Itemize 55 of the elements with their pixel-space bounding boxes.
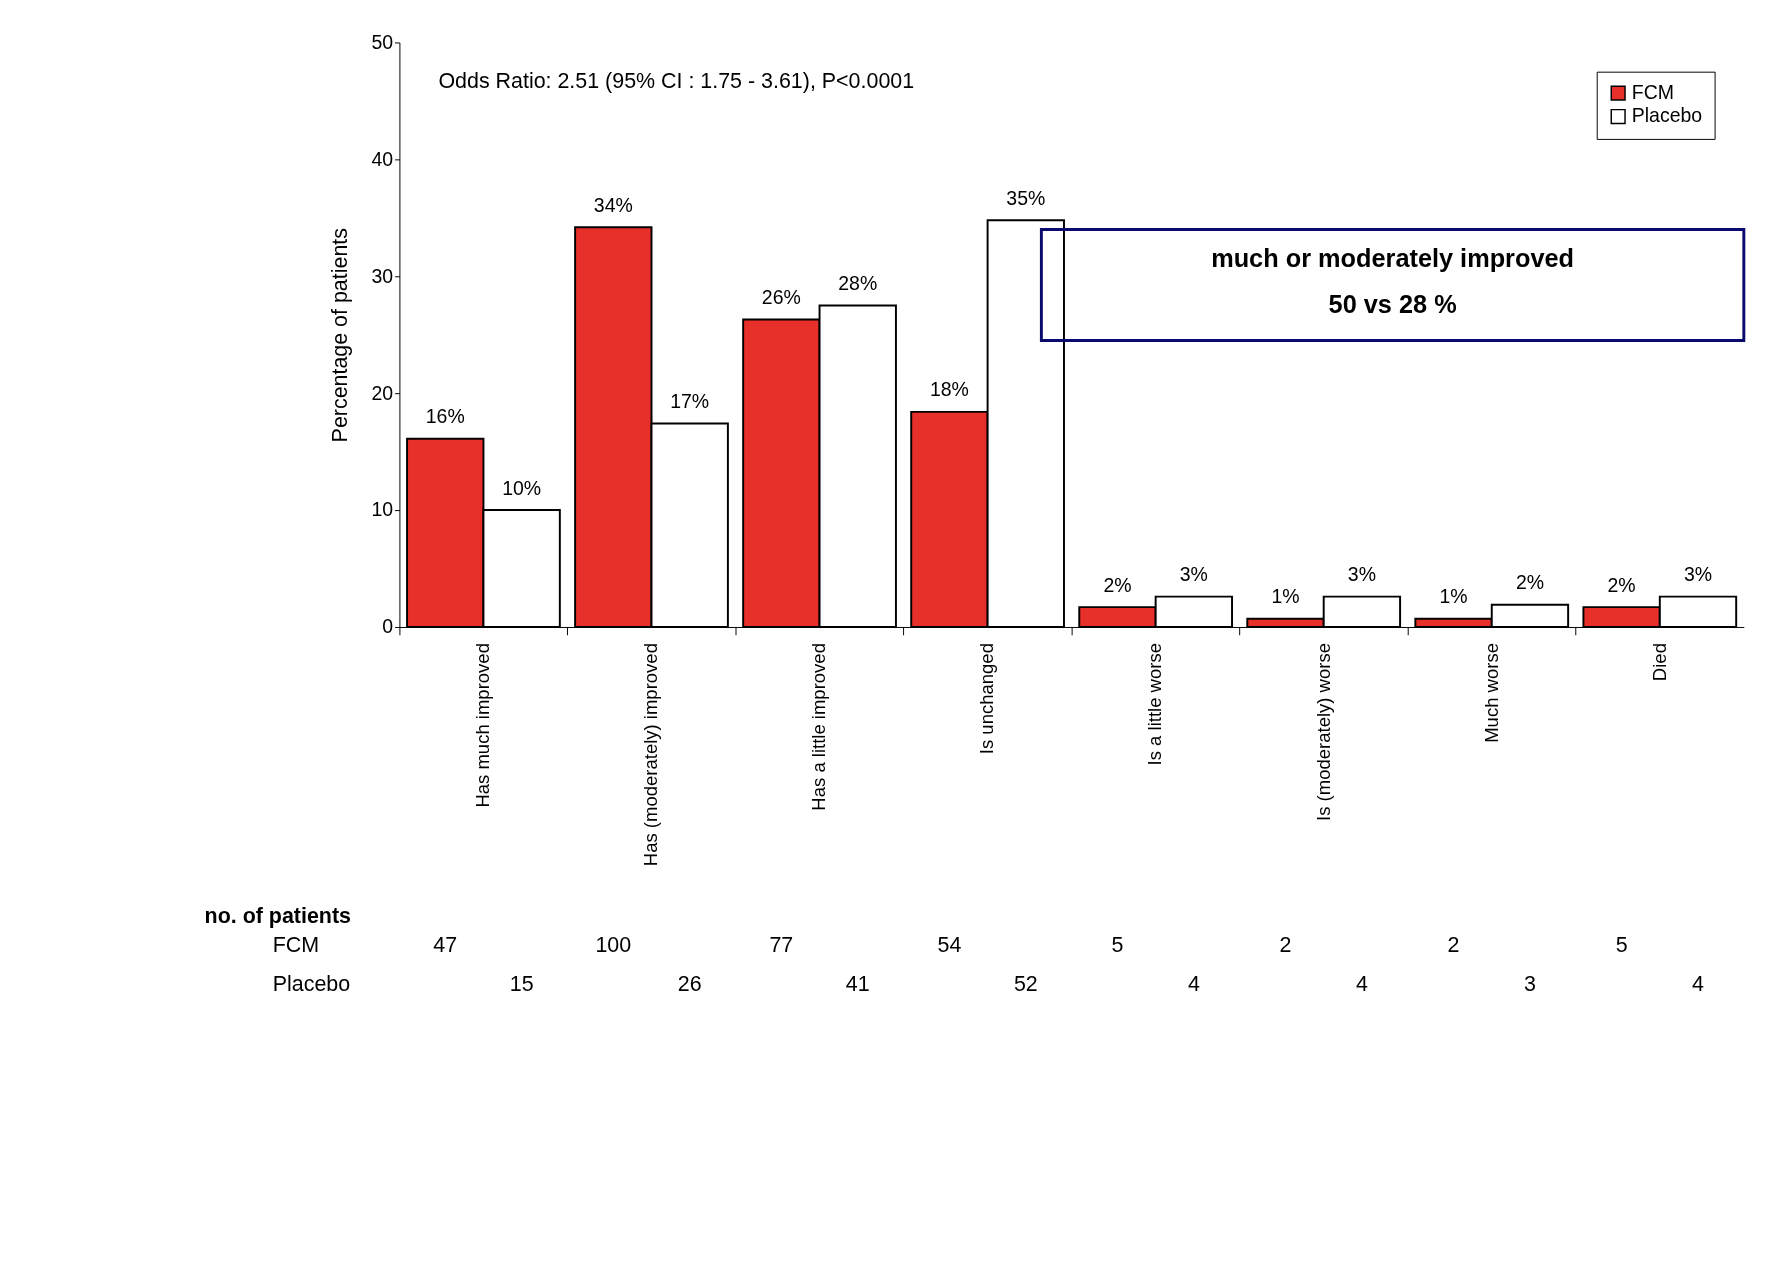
- data-label: 3%: [1347, 563, 1376, 586]
- y-tick-label: 40: [371, 147, 394, 170]
- text: 2: [1447, 933, 1460, 958]
- text: 5: [1615, 933, 1628, 958]
- x-tick-label: Has much improved: [472, 643, 494, 808]
- data-label: 2%: [1607, 573, 1636, 596]
- data-label: 16%: [425, 405, 465, 428]
- data-label: 1%: [1439, 585, 1468, 608]
- text: FCM: [272, 933, 320, 958]
- text: Placebo: [272, 972, 351, 997]
- annotation: 50 vs 28 %: [1328, 290, 1457, 319]
- x-tick-label: Has (moderately) improved: [640, 643, 662, 867]
- x-tick-label: Is unchanged: [976, 643, 998, 755]
- data-label: 2%: [1103, 573, 1132, 596]
- x-tick-label: Much worse: [1480, 643, 1502, 743]
- x-tick-label: Died: [1648, 643, 1670, 682]
- text: 52: [1013, 972, 1038, 997]
- text: 41: [845, 972, 870, 997]
- data-label: 17%: [670, 389, 710, 412]
- x-tick-label: Is (moderately) worse: [1312, 643, 1334, 821]
- data-label: 18%: [929, 378, 969, 401]
- text: 2: [1279, 933, 1292, 958]
- text: 3: [1523, 972, 1536, 997]
- text: no. of patients: [204, 904, 352, 929]
- y-tick-label: 20: [371, 381, 394, 404]
- data-label: 35%: [1006, 186, 1046, 209]
- text: 26: [677, 972, 702, 997]
- text: 4: [1187, 972, 1200, 997]
- y-tick-label: 0: [382, 615, 394, 638]
- legend-label: Placebo: [1631, 104, 1703, 127]
- x-tick-label: Has a little improved: [808, 643, 830, 811]
- y-axis-title: Percentage of patients: [328, 228, 353, 443]
- annotation: Odds Ratio: 2.51 (95% CI : 1.75 - 3.61), P<0.0001: [438, 69, 915, 94]
- data-label: 28%: [838, 271, 878, 294]
- y-tick-label: 30: [371, 264, 394, 287]
- text: 15: [509, 972, 534, 997]
- text: 47: [433, 933, 458, 958]
- text: 77: [769, 933, 794, 958]
- x-tick-label: Is a little worse: [1144, 643, 1166, 766]
- data-label: 10%: [502, 476, 542, 499]
- y-tick-label: 50: [371, 30, 394, 53]
- data-label: 26%: [761, 285, 801, 308]
- y-tick-label: 10: [371, 498, 394, 521]
- data-label: 3%: [1683, 563, 1713, 586]
- text: 5: [1111, 933, 1124, 958]
- text: 4: [1355, 972, 1368, 997]
- legend-label: FCM: [1631, 80, 1674, 103]
- data-label: 34%: [593, 193, 633, 216]
- data-label: 1%: [1271, 585, 1300, 608]
- text: 4: [1692, 972, 1705, 997]
- data-label: 3%: [1179, 563, 1208, 586]
- data-label: 2%: [1515, 571, 1545, 594]
- annotation: much or moderately improved: [1211, 243, 1575, 272]
- text: 54: [937, 933, 962, 958]
- text: 100: [595, 933, 632, 958]
